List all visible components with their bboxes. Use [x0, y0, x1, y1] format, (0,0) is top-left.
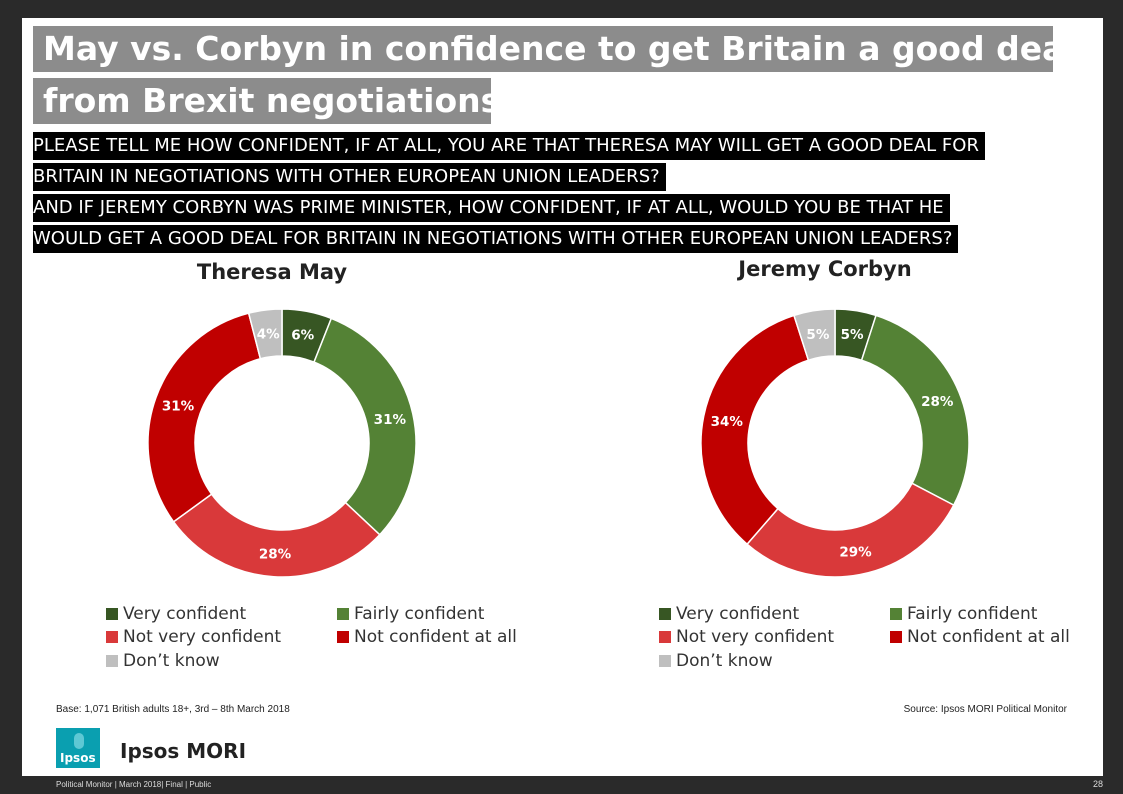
donut-label-fairly-confident: 28% — [921, 394, 954, 410]
legend-label: Not confident at all — [907, 627, 1070, 647]
title-line-2: from Brexit negotiations — [33, 78, 500, 124]
donut-label-very-confident: 6% — [291, 327, 314, 343]
donut-label-dont-know: 4% — [257, 326, 280, 342]
ipsos-logo: Ipsos — [56, 728, 100, 768]
page-number: 28 — [1092, 779, 1103, 789]
base-note: Base: 1,071 British adults 18+, 3rd – 8t… — [56, 704, 290, 715]
donut-slice-fairly-confident — [313, 317, 417, 536]
legend-label: Not very confident — [676, 627, 835, 647]
title-line-1: May vs. Corbyn in confidence to get Brit… — [33, 26, 1076, 72]
swatch-very-confident — [659, 608, 671, 620]
donut-chart-corbyn: 5% 28% 29% 34% 5% — [700, 308, 970, 578]
legend-item-very-confident: Very confident — [659, 603, 799, 625]
question-line-2: BRITAIN IN NEGOTIATIONS WITH OTHER EUROP… — [33, 163, 666, 191]
donut-label-not-very-confident: 29% — [839, 545, 872, 561]
donut-label-not-very-confident: 28% — [259, 546, 292, 562]
legend-item-fairly-confident: Fairly confident — [890, 603, 1037, 625]
donut-label-not-confident-at-all: 31% — [162, 399, 195, 415]
question-line-3: AND IF JEREMY CORBYN WAS PRIME MINISTER,… — [33, 194, 950, 222]
donut-slice-not-very-confident — [746, 482, 955, 578]
legend-item-dont-know: Don’t know — [659, 650, 773, 672]
swatch-not-confident-at-all — [890, 631, 902, 643]
chart-title-corbyn: Jeremy Corbyn — [738, 257, 912, 281]
swatch-fairly-confident — [337, 608, 349, 620]
brand-name: Ipsos MORI — [120, 739, 247, 763]
legend-item-not-confident-at-all: Not confident at all — [337, 626, 517, 648]
legend-label: Not very confident — [123, 627, 282, 647]
swatch-dont-know — [106, 655, 118, 667]
donut-label-dont-know: 5% — [806, 327, 829, 343]
chart-title-may: Theresa May — [196, 260, 348, 284]
legend-label: Don’t know — [676, 651, 773, 671]
donut-slice-dont-know — [793, 308, 836, 362]
question-line-1: PLEASE TELL ME HOW CONFIDENT, IF AT ALL,… — [33, 132, 985, 160]
swatch-not-very-confident — [106, 631, 118, 643]
logo-text: Ipsos — [60, 751, 96, 765]
donut-label-very-confident: 5% — [841, 327, 864, 343]
donut-label-fairly-confident: 31% — [374, 412, 407, 428]
legend-label: Fairly confident — [354, 604, 485, 624]
donut-slice-dont-know — [247, 308, 283, 360]
legend-item-not-very-confident: Not very confident — [106, 626, 281, 648]
donut-slice-not-very-confident — [172, 493, 381, 578]
legend-label: Very confident — [676, 604, 800, 624]
source-note: Source: Ipsos MORI Political Monitor — [903, 704, 1067, 715]
swatch-dont-know — [659, 655, 671, 667]
donut-slice-not-confident-at-all — [700, 314, 810, 546]
legend-item-dont-know: Don’t know — [106, 650, 220, 672]
legend-label: Very confident — [123, 604, 247, 624]
swatch-very-confident — [106, 608, 118, 620]
swatch-not-very-confident — [659, 631, 671, 643]
swatch-not-confident-at-all — [337, 631, 349, 643]
slide: May vs. Corbyn in confidence to get Brit… — [22, 18, 1103, 776]
donut-chart-may: 6% 31% 28% 31% 4% — [147, 308, 417, 578]
legend-item-not-confident-at-all: Not confident at all — [890, 626, 1070, 648]
legend-item-very-confident: Very confident — [106, 603, 246, 625]
swatch-fairly-confident — [890, 608, 902, 620]
legend-label: Not confident at all — [354, 627, 517, 647]
legend-item-not-very-confident: Not very confident — [659, 626, 834, 648]
footer-text: Political Monitor | March 2018| Final | … — [56, 780, 212, 789]
legend-label: Don’t know — [123, 651, 220, 671]
donut-label-not-confident-at-all: 34% — [711, 414, 744, 430]
question-line-4: WOULD GET A GOOD DEAL FOR BRITAIN IN NEG… — [33, 225, 959, 253]
logo-mark-icon — [74, 733, 84, 749]
donut-slice-not-confident-at-all — [147, 312, 262, 523]
donut-slice-fairly-confident — [860, 314, 970, 507]
legend-item-fairly-confident: Fairly confident — [337, 603, 484, 625]
legend-label: Fairly confident — [907, 604, 1038, 624]
